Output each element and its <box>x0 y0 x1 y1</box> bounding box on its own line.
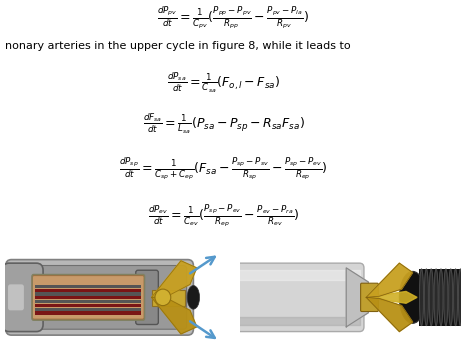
Ellipse shape <box>444 269 448 326</box>
Ellipse shape <box>453 269 458 326</box>
Bar <box>35 311 141 315</box>
Polygon shape <box>366 291 417 303</box>
FancyBboxPatch shape <box>13 266 186 329</box>
Bar <box>35 292 141 296</box>
Polygon shape <box>346 268 368 327</box>
Ellipse shape <box>444 269 448 326</box>
Polygon shape <box>151 297 197 334</box>
Ellipse shape <box>187 286 199 309</box>
Ellipse shape <box>439 269 443 326</box>
Text: $\frac{dP_{pv}}{dt} = \frac{1}{C_{pv}}(\frac{P_{pp} - P_{pv}}{R_{pp}} - \frac{P_: $\frac{dP_{pv}}{dt} = \frac{1}{C_{pv}}(\… <box>157 5 309 32</box>
Bar <box>35 300 141 303</box>
Ellipse shape <box>425 269 428 326</box>
FancyBboxPatch shape <box>136 270 158 325</box>
Text: nonary arteries in the upper cycle in figure 8, while it leads to: nonary arteries in the upper cycle in fi… <box>5 41 350 51</box>
Polygon shape <box>151 261 197 297</box>
Ellipse shape <box>459 269 462 326</box>
Polygon shape <box>366 297 413 332</box>
Text: $\frac{dP_{ev}}{dt} = \frac{1}{C_{ev}}(\frac{P_{sp} - P_{ev}}{R_{ep}} - \frac{P_: $\frac{dP_{ev}}{dt} = \frac{1}{C_{ev}}(\… <box>148 202 300 229</box>
Bar <box>151 290 185 306</box>
Ellipse shape <box>439 269 443 326</box>
Bar <box>35 308 141 311</box>
Ellipse shape <box>425 269 428 326</box>
Ellipse shape <box>155 289 171 306</box>
FancyBboxPatch shape <box>32 275 144 319</box>
Ellipse shape <box>459 269 462 326</box>
Ellipse shape <box>419 269 424 326</box>
FancyBboxPatch shape <box>361 283 378 312</box>
Ellipse shape <box>449 269 452 326</box>
Ellipse shape <box>434 269 438 326</box>
FancyBboxPatch shape <box>2 263 43 332</box>
Bar <box>35 304 141 307</box>
Ellipse shape <box>449 269 452 326</box>
Text: $\frac{dF_{sa}}{dt} = \frac{1}{L_{sa}}(P_{sa} - P_{sp} - R_{sa}F_{sa})$: $\frac{dF_{sa}}{dt} = \frac{1}{L_{sa}}(P… <box>143 112 305 136</box>
Polygon shape <box>366 263 413 297</box>
Bar <box>35 296 141 299</box>
Bar <box>419 269 464 326</box>
Bar <box>35 289 141 292</box>
Ellipse shape <box>419 269 424 326</box>
FancyBboxPatch shape <box>8 284 24 310</box>
Ellipse shape <box>453 269 458 326</box>
Bar <box>35 285 141 288</box>
Text: $\frac{dP_{sp}}{dt} = \frac{1}{C_{sp} + C_{ep}}(F_{sa} - \frac{P_{sp} - P_{sv}}{: $\frac{dP_{sp}}{dt} = \frac{1}{C_{sp} + … <box>119 156 328 182</box>
Ellipse shape <box>429 269 433 326</box>
FancyBboxPatch shape <box>6 259 193 335</box>
Ellipse shape <box>429 269 433 326</box>
Text: $\frac{dP_{sa}}{dt} = \frac{1}{C_{sa}}(F_{o,l} - F_{sa})$: $\frac{dP_{sa}}{dt} = \frac{1}{C_{sa}}(F… <box>167 71 280 95</box>
Ellipse shape <box>399 272 426 323</box>
FancyBboxPatch shape <box>233 263 364 332</box>
Ellipse shape <box>434 269 438 326</box>
